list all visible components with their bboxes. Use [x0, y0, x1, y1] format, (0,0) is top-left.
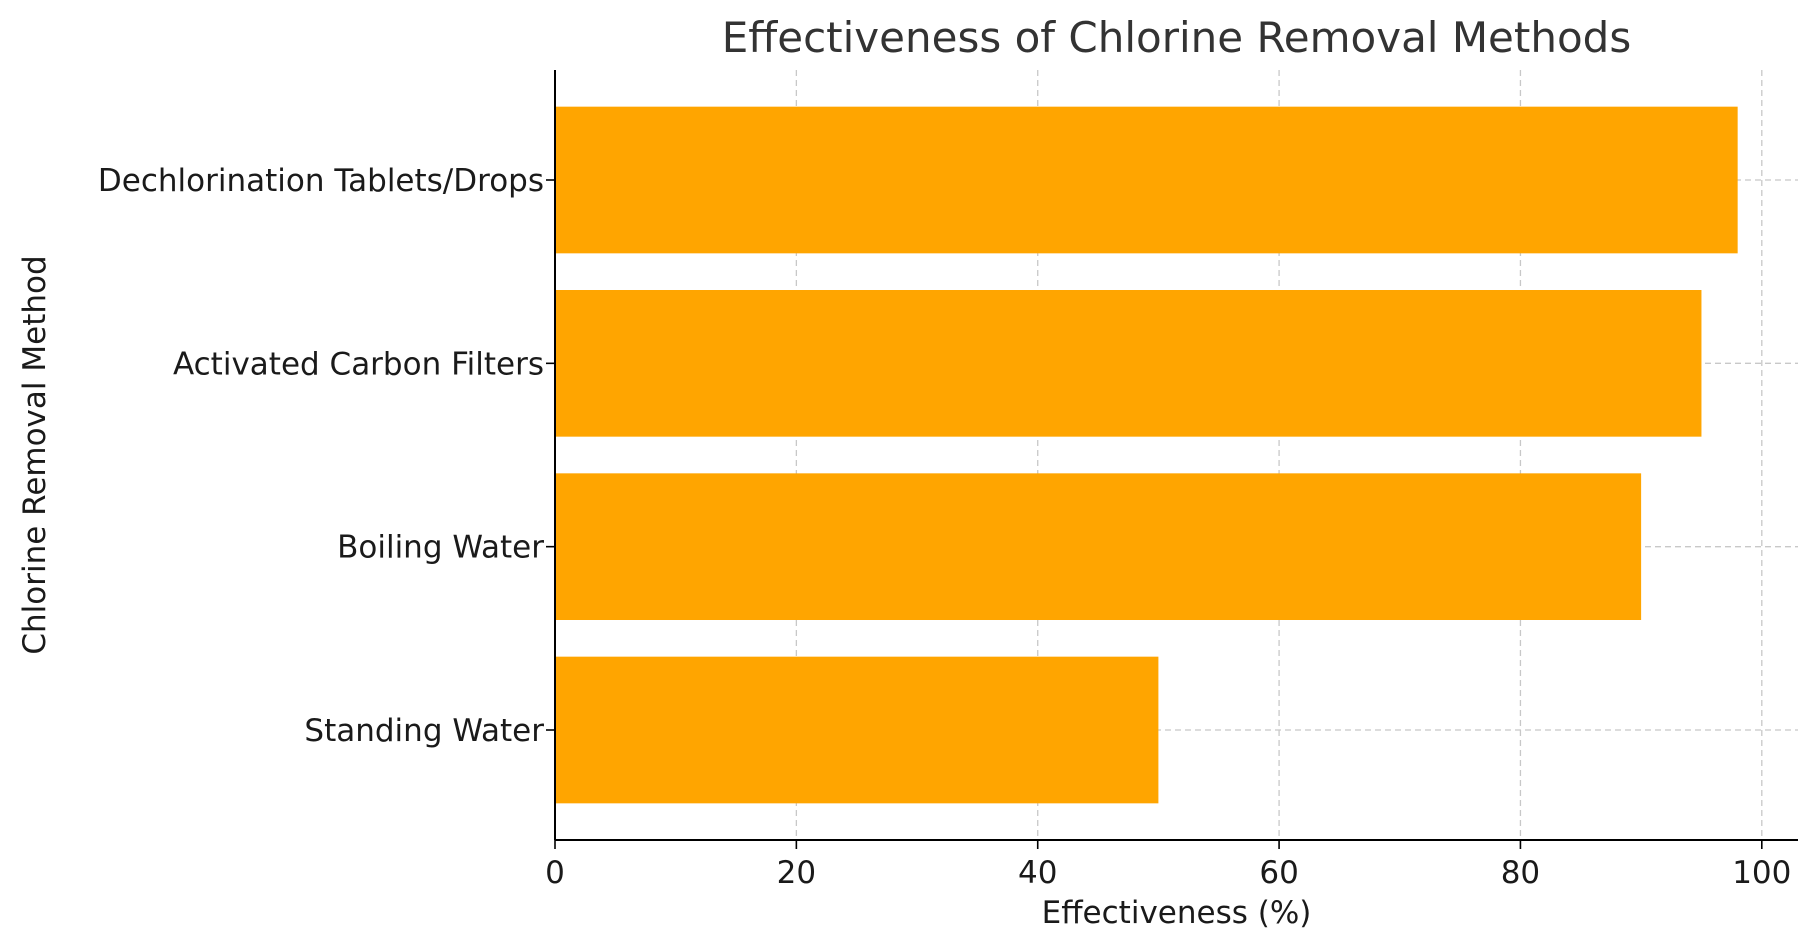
x-tick-label: 0: [545, 855, 565, 891]
x-tick-label: 80: [1501, 855, 1540, 891]
y-tick-label: Dechlorination Tablets/Drops: [98, 163, 544, 199]
x-tick-label: 40: [1018, 855, 1057, 891]
bars: [555, 106, 1738, 804]
y-tick-label: Standing Water: [304, 713, 544, 749]
y-axis-label: Chlorine Removal Method: [17, 255, 53, 654]
bar-activated-carbon-filters: [555, 290, 1702, 437]
chart-title: Effectiveness of Chlorine Removal Method…: [722, 13, 1631, 62]
y-tick-label: Boiling Water: [337, 530, 544, 566]
bar-boiling-water: [555, 473, 1642, 620]
x-axis-label: Effectiveness (%): [1042, 895, 1312, 931]
x-tick-label: 60: [1259, 855, 1298, 891]
axes: [546, 70, 1798, 849]
x-tick-label: 100: [1732, 855, 1791, 891]
bar-standing-water: [555, 656, 1159, 804]
tick-labels: 0 20 40 60 80 100 Standing Water Boiling Water A…: [98, 163, 1791, 891]
x-tick-label: 20: [777, 855, 816, 891]
y-tick-label: Activated Carbon Filters: [173, 346, 544, 382]
bar-dechlorination-tablets-drops: [555, 106, 1738, 254]
